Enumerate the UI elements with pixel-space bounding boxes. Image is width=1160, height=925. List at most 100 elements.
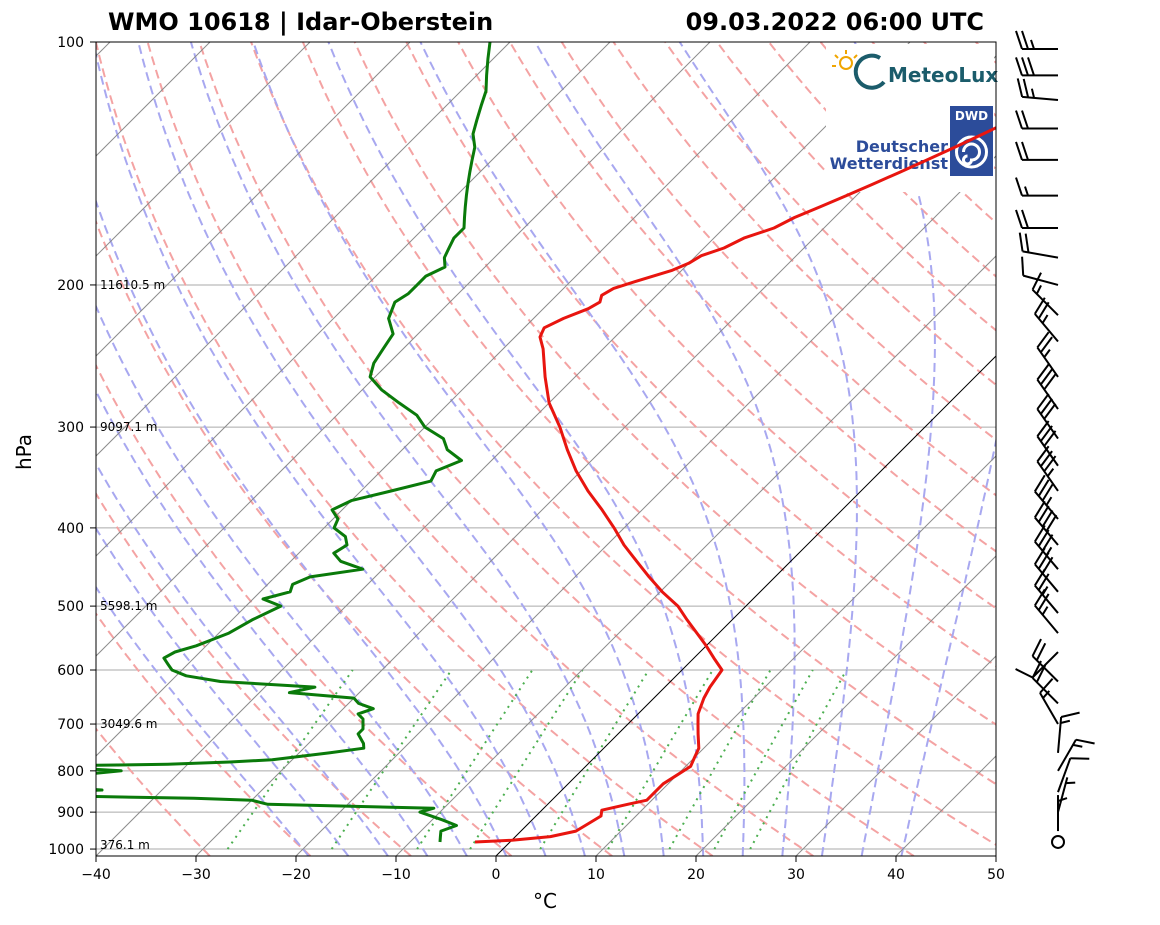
wind-barb	[1036, 445, 1059, 492]
isotherm	[96, 42, 611, 557]
wind-barb	[1031, 272, 1059, 316]
moist-adiabat	[189, 42, 626, 856]
datetime-title: 09.03.2022 06:00 UTC	[686, 8, 984, 36]
profiles	[96, 42, 996, 844]
wind-barb	[1015, 57, 1058, 77]
moist-adiabat	[96, 49, 547, 856]
dry-adiabat	[198, 42, 915, 856]
isotherm	[96, 42, 411, 357]
y-tick-label: 100	[57, 35, 84, 51]
wind-barb	[1057, 795, 1068, 832]
moist-adiabat	[96, 461, 389, 856]
height-label: 376.1 m	[100, 838, 150, 852]
wind-barb	[1057, 711, 1080, 753]
isotherm	[395, 255, 996, 856]
x-tick-label: −30	[181, 867, 211, 883]
wind-barb	[1034, 500, 1059, 546]
height-label: 9097.1 m	[100, 420, 158, 434]
wind-barb	[1036, 420, 1059, 467]
wind-barb	[1031, 660, 1059, 705]
dewpoint-line	[96, 42, 492, 843]
mixing-ratio-line	[330, 669, 453, 850]
wind-barb	[1034, 297, 1059, 343]
moist-adiabat	[678, 42, 858, 856]
height-label: 3049.6 m	[100, 717, 158, 731]
y-tick-label: 400	[57, 521, 84, 537]
meteolux-logo-text: MeteoLux	[888, 63, 998, 87]
dry-adiabat	[301, 42, 996, 786]
y-tick-label: 800	[57, 764, 84, 780]
isotherm	[96, 42, 511, 457]
moist-adiabat	[96, 304, 468, 856]
y-tick-label: 600	[57, 663, 84, 679]
isotherm	[795, 655, 996, 856]
dry-adiabat	[96, 612, 312, 856]
x-tick-label: 30	[787, 867, 805, 883]
dry-adiabat	[96, 42, 714, 856]
x-tick-label: 10	[587, 867, 605, 883]
dwd-spiral-icon	[955, 135, 988, 169]
station-title: WMO 10618 | Idar-Oberstein	[108, 8, 493, 36]
x-tick-label: −20	[281, 867, 311, 883]
dry-adiabat	[353, 42, 996, 726]
dry-adiabat	[96, 219, 613, 856]
y-axis-label: hPa	[12, 434, 36, 470]
moist-adiabat	[252, 42, 665, 856]
isotherm	[595, 455, 996, 856]
dry-adiabat	[250, 42, 996, 846]
y-tick-label: 200	[57, 278, 84, 294]
wind-barb	[1031, 638, 1059, 683]
wind-barb	[1039, 678, 1059, 725]
pressure-gridlines	[96, 41, 996, 850]
wind-barb	[1057, 757, 1090, 793]
mixing-ratio-line	[749, 669, 848, 850]
moist-adiabat	[96, 198, 508, 856]
mixing-ratio-line	[539, 669, 650, 850]
y-tick-label: 300	[57, 420, 84, 436]
x-tick-label: 50	[987, 867, 1005, 883]
moist-adiabat	[96, 526, 350, 856]
y-axis-ticks: 100 200 300 400 500 600 700 800 900 1000	[48, 35, 96, 858]
mixing-ratio-line	[713, 669, 814, 850]
dry-adiabat	[405, 42, 996, 668]
wind-barbs	[1015, 30, 1095, 849]
x-axis-label: °C	[533, 889, 557, 913]
wind-barb	[1034, 474, 1059, 520]
x-tick-label: 0	[492, 867, 501, 883]
wind-barb	[1057, 777, 1076, 813]
wind-barb	[1015, 651, 1059, 679]
moist-adiabat	[853, 42, 936, 856]
height-label: 11610.5 m	[100, 278, 165, 292]
isotherm	[96, 42, 711, 657]
height-labels: 11610.5 m 9097.1 m 5598.1 m 3049.6 m 376.1 m	[100, 278, 165, 852]
isotherm	[96, 42, 311, 257]
wind-barb	[1036, 331, 1059, 378]
wind-barb	[1015, 177, 1058, 197]
y-tick-label: 900	[57, 805, 84, 821]
zero-isotherm	[495, 355, 996, 856]
wind-barb	[1015, 30, 1058, 50]
temperature-line	[474, 126, 996, 844]
mixing-ratio-line	[416, 669, 534, 850]
sun-icon	[832, 50, 858, 70]
y-tick-label: 1000	[48, 842, 84, 858]
plot-frame	[95, 41, 997, 857]
moist-adiabat	[900, 436, 996, 856]
moist-adiabat	[534, 42, 796, 856]
mixing-ratio-line	[226, 669, 354, 850]
height-label: 5598.1 m	[100, 599, 158, 613]
meteolux-ring-icon	[853, 53, 886, 90]
logos: MeteoLux DWD Deutscher Wetterdienst	[826, 44, 998, 192]
thermo-background-lines	[96, 42, 996, 856]
isotherm	[96, 42, 811, 757]
wind-barb	[1015, 110, 1058, 130]
wind-barb	[1021, 256, 1059, 286]
x-tick-label: −10	[381, 867, 411, 883]
x-tick-label: −40	[81, 867, 111, 883]
dry-adiabat	[96, 363, 513, 856]
moist-adiabat	[96, 585, 310, 856]
isotherm	[96, 42, 911, 856]
isotherm	[695, 555, 996, 856]
y-tick-label: 700	[57, 717, 84, 733]
